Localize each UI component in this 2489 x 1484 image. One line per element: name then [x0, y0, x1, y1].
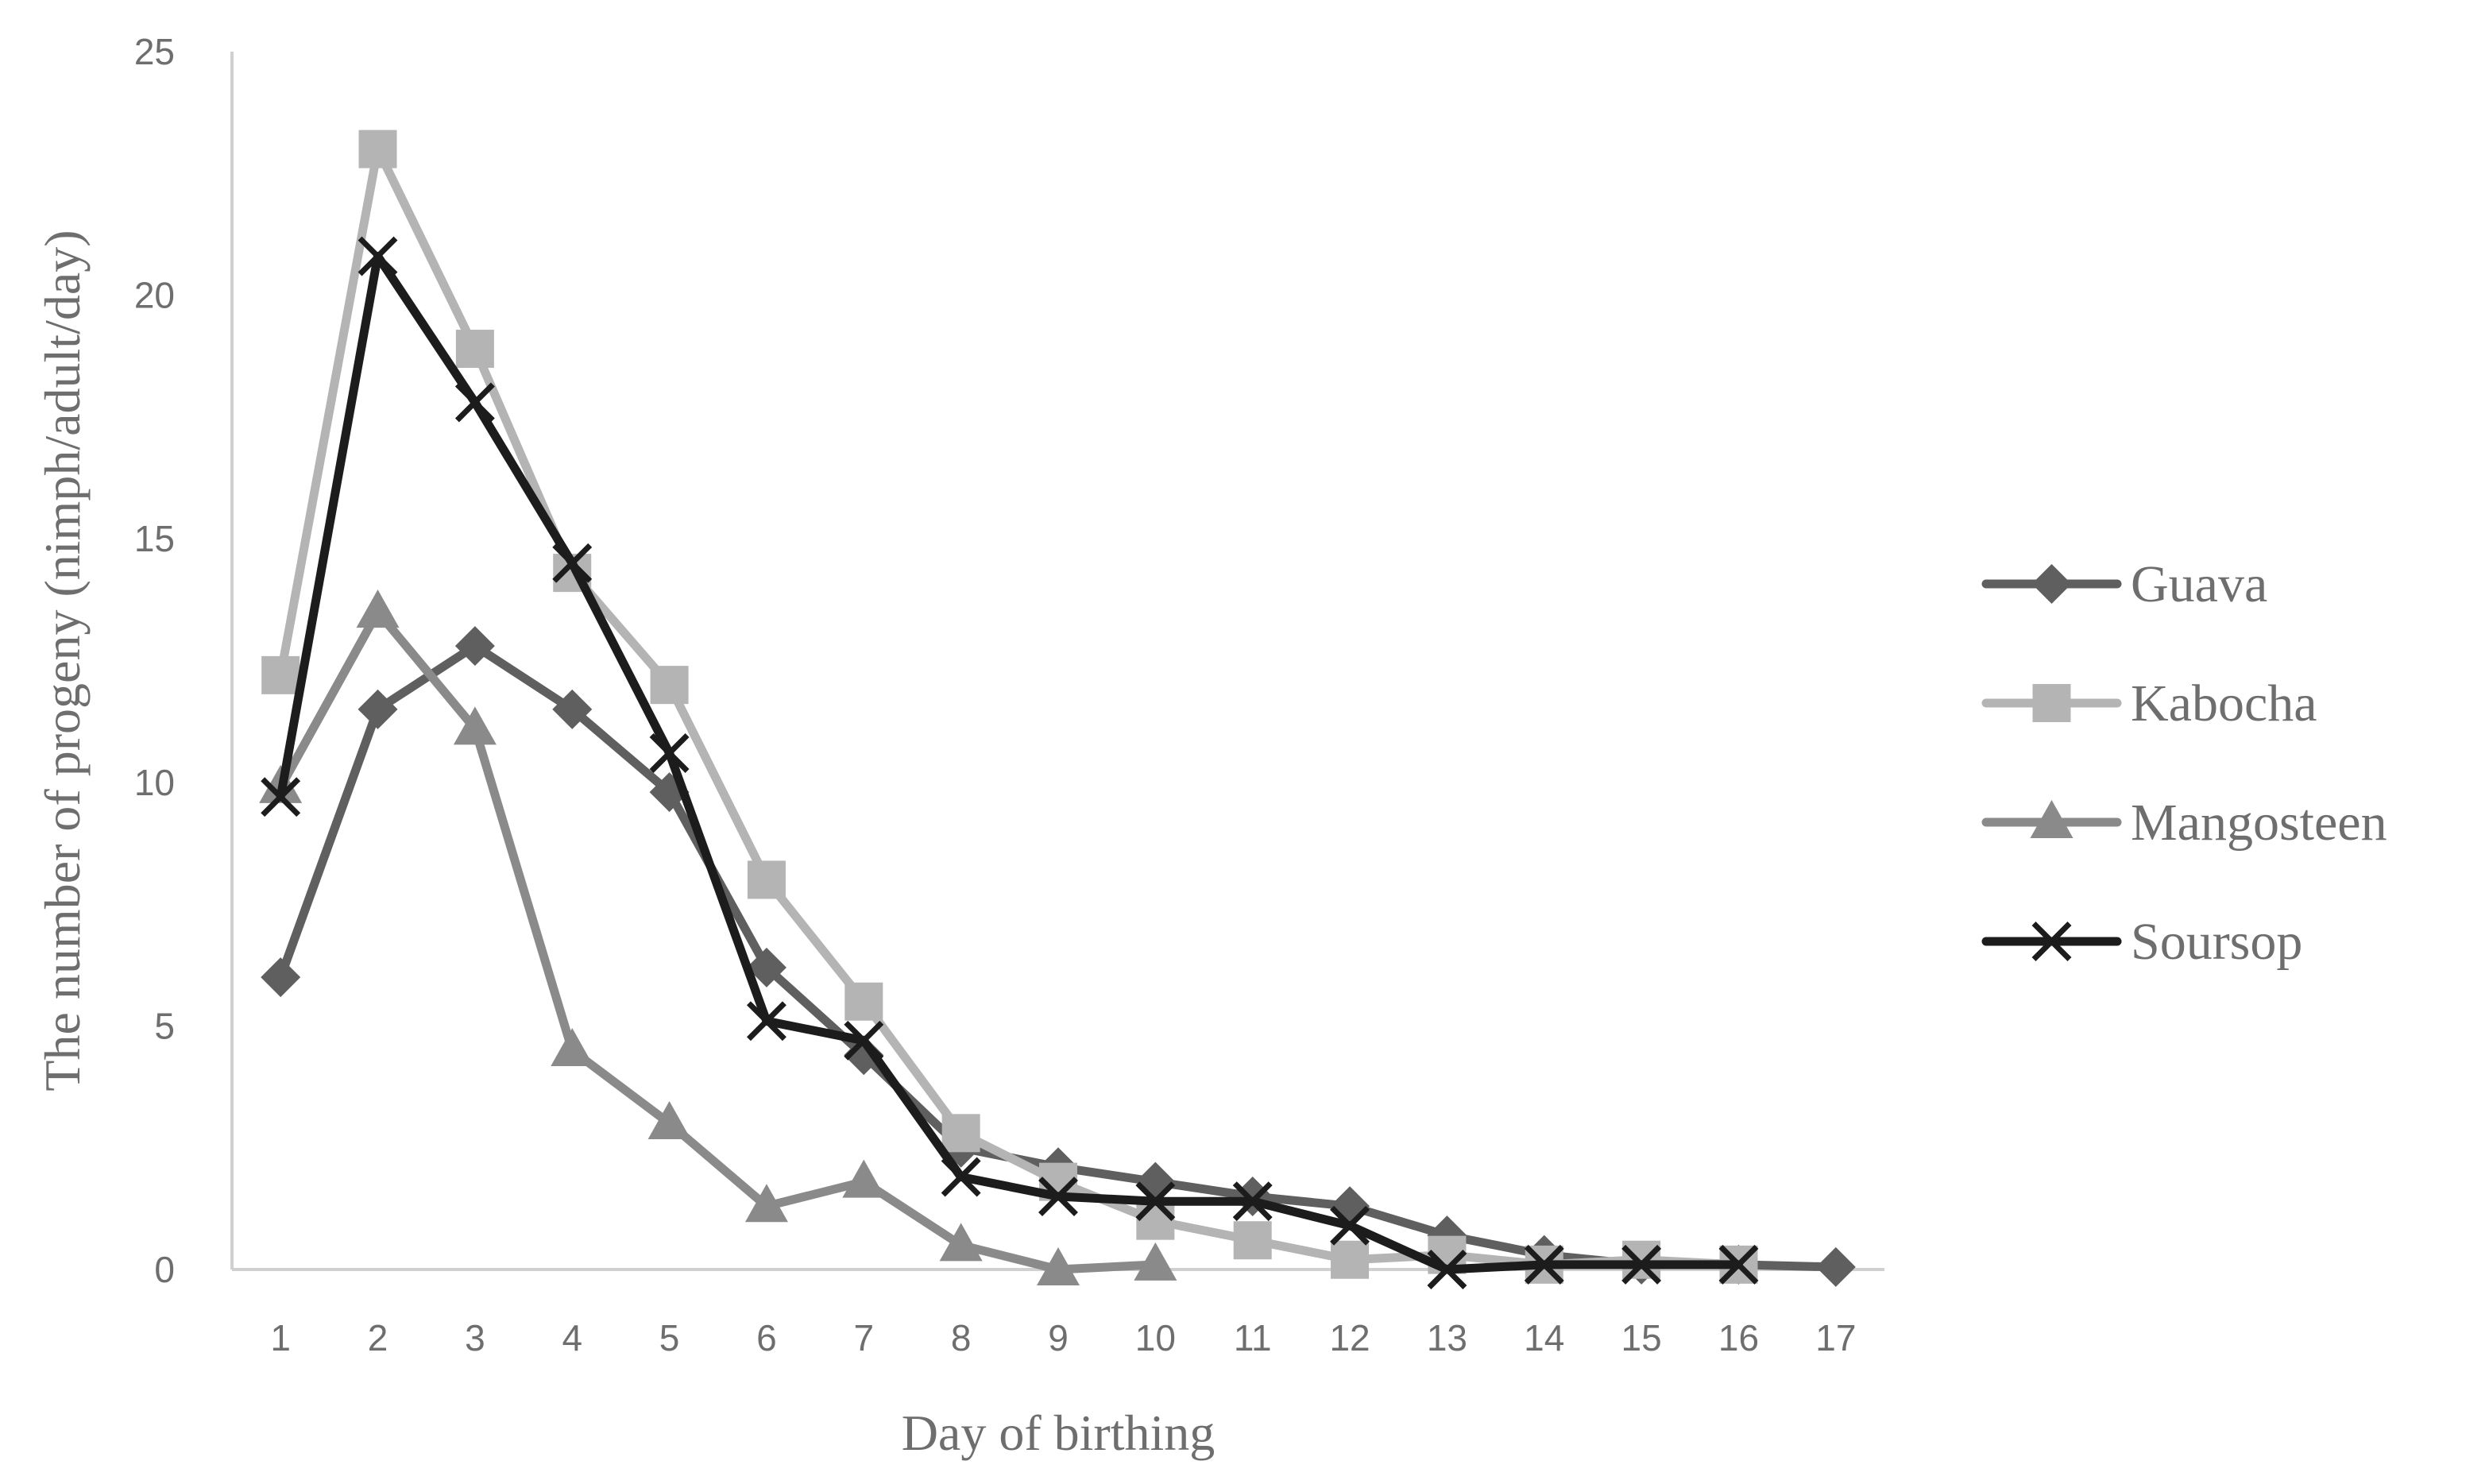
legend-item-guava: Guava: [1981, 555, 2267, 613]
x-tick-label: 17: [1815, 1317, 1856, 1358]
data-point-guava: [261, 957, 301, 998]
series-kabocha: [261, 129, 1758, 1284]
x-axis-ticks: 1 2 3 4 5 6 7 8 9 10 11 12 13 14 15 16 17: [270, 1317, 1856, 1358]
data-point-kabocha: [1136, 1201, 1175, 1240]
x-tick-label: 7: [853, 1317, 874, 1358]
legend-label-soursop: Soursop: [2131, 913, 2302, 971]
data-point-mangosteen: [551, 1028, 594, 1067]
x-tick-label: 9: [1048, 1317, 1069, 1358]
data-point-kabocha: [261, 655, 300, 694]
series-line-soursop: [276, 252, 1743, 1274]
y-tick-label: 5: [154, 1005, 175, 1046]
data-point-soursop: [746, 1001, 787, 1042]
data-point-kabocha: [1622, 1240, 1661, 1279]
data-point-soursop: [1718, 1244, 1759, 1285]
x-tick-label: 1: [270, 1317, 291, 1358]
legend-marker-kabocha: [2032, 684, 2071, 722]
x-tick-label: 6: [756, 1317, 777, 1358]
data-point-kabocha: [358, 129, 397, 168]
data-point-mangosteen: [647, 1101, 691, 1140]
data-point-soursop: [358, 236, 398, 276]
y-tick-label: 0: [154, 1249, 175, 1290]
x-tick-label: 11: [1234, 1317, 1272, 1358]
x-tick-label: 12: [1329, 1317, 1370, 1358]
data-point-soursop: [261, 777, 301, 817]
legend-item-mangosteen: Mangosteen: [1981, 794, 2387, 852]
x-tick-label: 8: [951, 1317, 972, 1358]
x-tick-label: 5: [659, 1317, 680, 1358]
legend-item-kabocha: Kabocha: [1981, 674, 2317, 732]
data-point-kabocha: [941, 1114, 980, 1153]
data-point-mangosteen: [1037, 1247, 1080, 1285]
series-layer: [259, 129, 1856, 1289]
data-point-mangosteen: [744, 1184, 788, 1223]
y-axis-ticks: 0 5 10 15 20 25: [134, 31, 175, 1290]
x-tick-label: 16: [1718, 1317, 1759, 1358]
data-point-mangosteen: [939, 1223, 983, 1262]
data-point-soursop: [941, 1157, 981, 1197]
legend-marker-soursop: [2031, 922, 2072, 961]
data-point-soursop: [552, 543, 593, 583]
data-point-mangosteen: [356, 589, 400, 628]
x-axis-title: Day of birthing: [902, 1405, 1216, 1461]
data-point-soursop: [1038, 1177, 1078, 1216]
data-point-soursop: [1135, 1181, 1176, 1222]
legend-marker-mangosteen: [2030, 800, 2074, 838]
data-point-guava: [1135, 1161, 1176, 1202]
y-tick-label: 25: [134, 31, 175, 72]
data-point-mangosteen: [1134, 1242, 1177, 1281]
data-point-guava: [746, 947, 787, 987]
x-tick-label: 2: [368, 1317, 388, 1358]
y-tick-label: 10: [134, 762, 175, 803]
data-point-kabocha: [650, 666, 689, 705]
data-point-soursop: [844, 1020, 884, 1061]
data-point-soursop: [1621, 1244, 1662, 1285]
data-point-soursop: [454, 382, 495, 423]
data-point-soursop: [1232, 1181, 1273, 1222]
data-point-mangosteen: [842, 1159, 886, 1198]
data-point-kabocha: [1233, 1221, 1272, 1260]
legend-marker-guava: [2031, 564, 2072, 604]
data-point-soursop: [1427, 1250, 1467, 1289]
legend-label-kabocha: Kabocha: [2131, 674, 2317, 732]
x-tick-label: 13: [1427, 1317, 1467, 1358]
y-tick-label: 20: [134, 275, 175, 316]
data-point-soursop: [1524, 1244, 1564, 1285]
data-point-kabocha: [844, 982, 883, 1021]
data-point-guava: [552, 689, 593, 729]
series-line-kabocha: [276, 145, 1743, 1270]
data-point-guava: [1232, 1177, 1273, 1217]
legend-label-mangosteen: Mangosteen: [2131, 794, 2387, 852]
x-tick-label: 14: [1524, 1317, 1564, 1358]
y-tick-label: 15: [134, 518, 175, 559]
data-point-kabocha: [1331, 1240, 1370, 1279]
x-tick-label: 15: [1621, 1317, 1662, 1358]
series-line-mangosteen: [276, 607, 1160, 1274]
legend-label-guava: Guava: [2131, 555, 2267, 613]
legend: Guava Kabocha Mangosteen Soursop: [1981, 555, 2387, 971]
data-point-guava: [454, 626, 495, 667]
series-soursop: [261, 236, 1759, 1289]
data-point-kabocha: [455, 330, 494, 369]
data-point-guava: [844, 1035, 884, 1076]
data-point-soursop: [649, 733, 690, 773]
data-point-guava: [358, 689, 398, 729]
x-tick-label: 10: [1135, 1317, 1176, 1358]
y-axis-title: The number of progeny (nimph/adult/day): [34, 230, 91, 1091]
x-tick-label: 3: [465, 1317, 485, 1358]
data-point-mangosteen: [453, 706, 497, 745]
data-point-kabocha: [747, 860, 786, 899]
legend-item-soursop: Soursop: [1981, 913, 2302, 971]
data-point-soursop: [1330, 1205, 1370, 1246]
data-point-guava: [1815, 1246, 1856, 1287]
x-tick-label: 4: [562, 1317, 582, 1358]
